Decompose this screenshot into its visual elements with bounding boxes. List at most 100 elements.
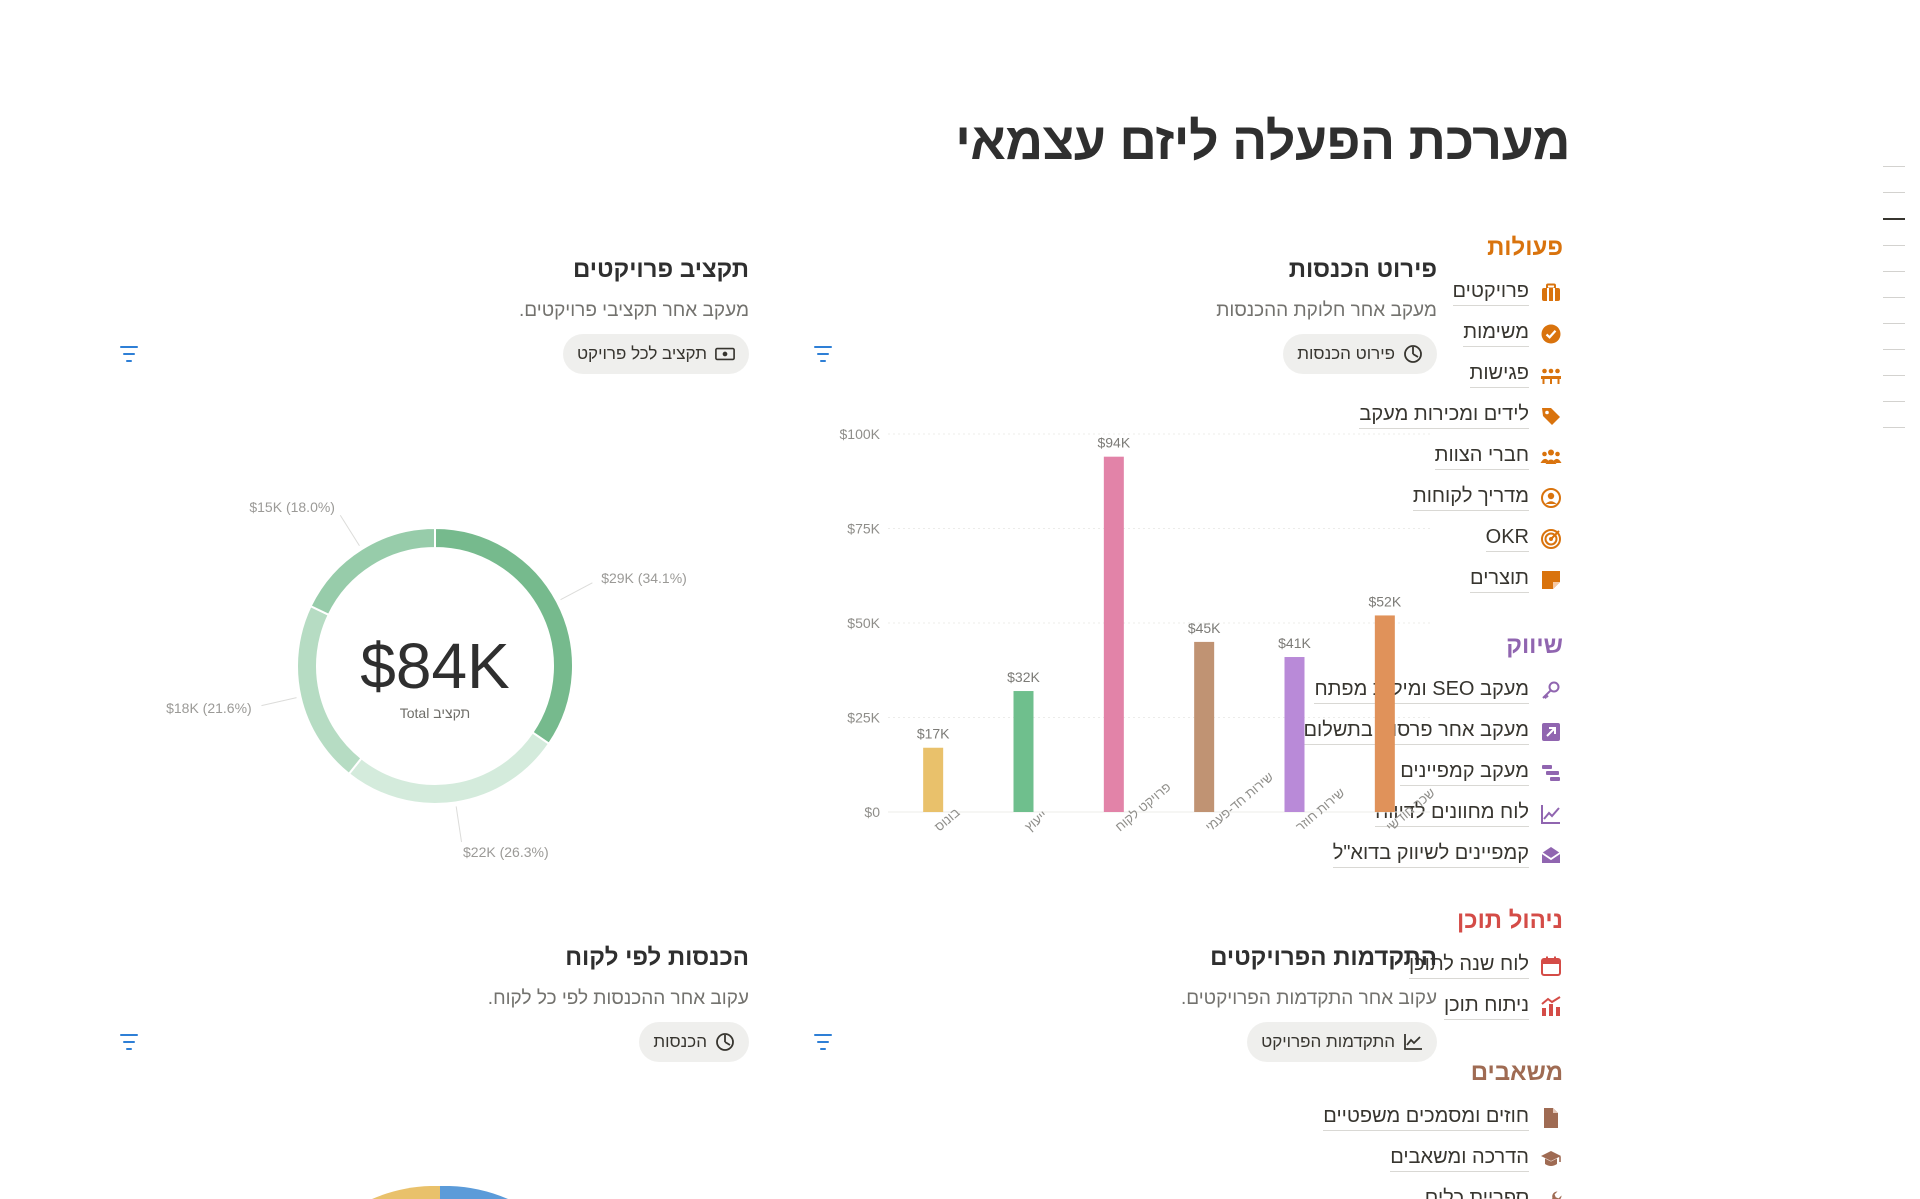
page-outline[interactable] [1883,166,1905,453]
card-title: פירוט הכנסות [1288,256,1437,283]
view-tab-label: תקציב לכל פרויקט [576,344,707,363]
pie-slice [372,1186,440,1199]
people-meeting-icon [1539,363,1563,387]
nav-link[interactable]: תוצרים [1243,559,1563,600]
bar-value-label: $41K [1278,635,1311,651]
nav-link-label: מדריך לקוחות [1412,485,1529,511]
nav-link[interactable]: פגישות [1243,354,1563,395]
nav-link[interactable]: פרויקטים [1243,272,1563,313]
view-tab-project-progress[interactable]: התקדמות הפרויקט [1247,1022,1437,1062]
target-icon [1539,527,1563,551]
card-subtitle: מעקב אחר חלוקת ההכנסות [1216,300,1437,321]
user-circle-icon [1539,486,1563,510]
nav-link-label: מעקב אחר פרסום בתשלום [1303,719,1529,745]
leader-line [455,806,463,843]
y-tick-label: $50K [847,615,880,631]
bar[interactable] [1284,657,1305,812]
nav-link-label: OKR [1485,526,1529,552]
nav-section: פעולות פרויקטים משימות פגישות לידים ומכירות … [1243,234,1563,600]
donut-total-value: $84K [360,630,509,702]
nav-link[interactable]: מדריך לקוחות [1243,477,1563,518]
nav-link-label: משימות [1463,321,1529,347]
tag-icon [1539,404,1563,428]
donut-slice[interactable] [309,526,436,617]
filter-icon[interactable] [119,346,139,362]
donut-slice-label: $29K (34.1%) [601,570,687,586]
project-progress-card: התקדמות הפרויקטים עקוב אחר התקדמות הפרוי… [813,944,1437,1064]
nav-link[interactable]: חוזים ומסמכים משפטיים [1243,1097,1563,1138]
filter-icon[interactable] [813,1034,833,1050]
nav-link-label: ספריית כלים [1425,1187,1529,1199]
check-circle-icon [1539,322,1563,346]
nav-link[interactable]: מעקב אחר פרסום בתשלום [1243,711,1563,752]
nav-link[interactable]: משימות [1243,313,1563,354]
bar[interactable] [1194,641,1215,812]
client-revenue-pie-partial [372,1186,508,1199]
bar[interactable] [1013,691,1034,812]
pie-slice [440,1186,508,1199]
nav-link[interactable]: ניתוח תוכן [1243,986,1563,1027]
nav-link-label: הדרכה ומשאבים [1390,1146,1529,1172]
leader-line [560,582,593,601]
filter-icon[interactable] [813,346,833,362]
y-tick-label: $100K [840,426,881,442]
bar-value-label: $45K [1188,620,1221,636]
card-subtitle: עקוב אחר התקדמות הפרויקטים. [1180,988,1437,1009]
trend-chart-icon [1403,1032,1423,1052]
view-tab-project-budget[interactable]: תקציב לכל פרויקט [562,334,749,374]
view-tab-label: פירוט הכנסות [1297,344,1395,363]
bar[interactable] [1103,456,1124,812]
filter-icon[interactable] [119,1034,139,1050]
line-chart-icon [1539,802,1563,826]
pie-clock-icon [1403,344,1423,364]
nav-link-label: חוזים ומסמכים משפטיים [1323,1105,1529,1131]
nav-link[interactable]: קמפיינים לשיווק בדוא"ל [1243,834,1563,875]
nav-section-heading: פעולות [1487,234,1563,261]
nav-link[interactable]: ספריית כלים [1243,1179,1563,1199]
nav-section-heading: משאבים [1470,1059,1563,1086]
page-title: מערכת הפעלה ליזם עצמאי [955,113,1570,171]
nav-section: ניהול תוכן לוח שנה לתוכן ניתוח תוכן [1243,907,1563,1027]
bar-value-label: $52K [1368,593,1401,609]
wrench-icon [1539,1188,1563,1199]
nav-link[interactable]: OKR [1243,518,1563,559]
navigation-sections: פעולות פרויקטים משימות פגישות לידים ומכירות … [1243,234,1563,1199]
revenue-bar-chart: $0$25K$50K$75K$100K$17Kבונוס$32Kייעוץ$94… [840,426,1438,834]
key-icon [1539,679,1563,703]
y-tick-label: $75K [847,521,880,537]
bar[interactable] [923,747,944,812]
donut-slice[interactable] [347,731,551,805]
budget-donut-chart: $29K (34.1%) $22K (26.3%) $18K (21.6%) $15K… [166,499,687,860]
y-tick-label: $25K [847,710,880,726]
nav-link[interactable]: לוח מחוונים לדיווח [1243,793,1563,834]
bar[interactable] [1374,615,1395,812]
nav-link[interactable]: חברי הצוות [1243,436,1563,477]
project-budget-card: תקציב פרויקטים מעקב אחר תקציבי פרויקטים.… [119,256,749,376]
donut-slice-label: $18K (21.6%) [166,700,252,716]
team-icon [1539,445,1563,469]
nav-link[interactable]: לוח שנה לתוכן [1243,945,1563,986]
nav-link-label: תוצרים [1470,567,1529,593]
nav-link[interactable]: הדרכה ומשאבים [1243,1138,1563,1179]
nav-link[interactable]: מעקב קמפיינים [1243,752,1563,793]
bar-value-label: $17K [917,726,950,742]
revenue-breakdown-card: פירוט הכנסות מעקב אחר חלוקת ההכנסות פירו… [813,256,1437,376]
view-tab-label: התקדמות הפרויקט [1261,1032,1395,1051]
nav-link[interactable]: מעקב SEO ומילות מפתח [1243,670,1563,711]
nav-link-label: פרויקטים [1452,280,1529,306]
mail-open-icon [1539,843,1563,867]
leader-line [339,515,360,547]
arrow-box-icon [1539,720,1563,744]
nav-section: משאבים חוזים ומסמכים משפטיים הדרכה ומשאבים… [1243,1059,1563,1199]
view-tab-revenue[interactable]: הכנסות [639,1022,749,1062]
nav-section: שיווק מעקב SEO ומילות מפתח מעקב אחר פרסום … [1243,632,1563,875]
nav-link[interactable]: לידים ומכירות מעקב [1243,395,1563,436]
graduation-cap-icon [1539,1147,1563,1171]
nav-link-label: חברי הצוות [1434,444,1529,470]
bar-value-label: $32K [1007,669,1040,685]
donut-slice[interactable] [296,604,363,776]
donut-slice-label: $22K (26.3%) [463,844,549,860]
view-tab-revenue-breakdown[interactable]: פירוט הכנסות [1283,334,1437,374]
nav-link-label: לוח שנה לתוכן [1408,953,1529,979]
donut-total-label: Total תקציב [400,705,470,721]
